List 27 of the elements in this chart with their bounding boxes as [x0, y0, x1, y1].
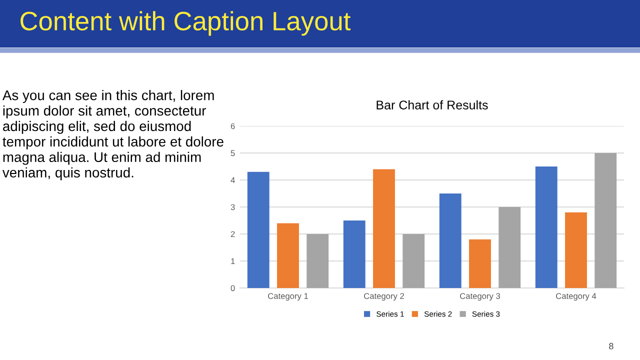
- bar: [402, 234, 425, 288]
- y-tick-label: 5: [230, 150, 235, 156]
- bar: [373, 169, 395, 288]
- bar: [343, 220, 366, 288]
- text: Content with Caption Layout: [20, 11, 351, 36]
- y-tick-label: 6: [230, 123, 235, 130]
- text: As you can see in this chart, lorem ipsum dolor sit amet, consectetur adipiscing elit, sed do eiusmod tempor incididunt ut labore et dolore magna aliqua. Ut enim ad minim veniam, quis nostrud.: [2, 90, 224, 180]
- bar: [565, 212, 587, 288]
- x-tick-label: Category 2: [364, 293, 404, 301]
- y-tick-label: 4: [230, 177, 235, 184]
- bar: [535, 166, 558, 288]
- bar: [594, 153, 617, 288]
- bar: [469, 239, 491, 288]
- y-tick-label: 2: [230, 231, 235, 238]
- chart-title: Bar Chart of Results: [376, 100, 488, 110]
- y-tick-label: 0: [230, 285, 235, 292]
- y-tick-label: 1: [231, 258, 235, 264]
- bar: [277, 223, 299, 288]
- x-tick-label: Category 4: [556, 293, 596, 301]
- bar: [306, 234, 329, 288]
- x-tick-label: Category 3: [460, 293, 500, 301]
- bar: [247, 172, 270, 288]
- y-tick-label: 3: [230, 204, 235, 210]
- bar: [498, 207, 521, 288]
- x-tick-label: Category 1: [268, 293, 308, 301]
- text: 8: [609, 342, 614, 350]
- bar: [439, 194, 462, 288]
